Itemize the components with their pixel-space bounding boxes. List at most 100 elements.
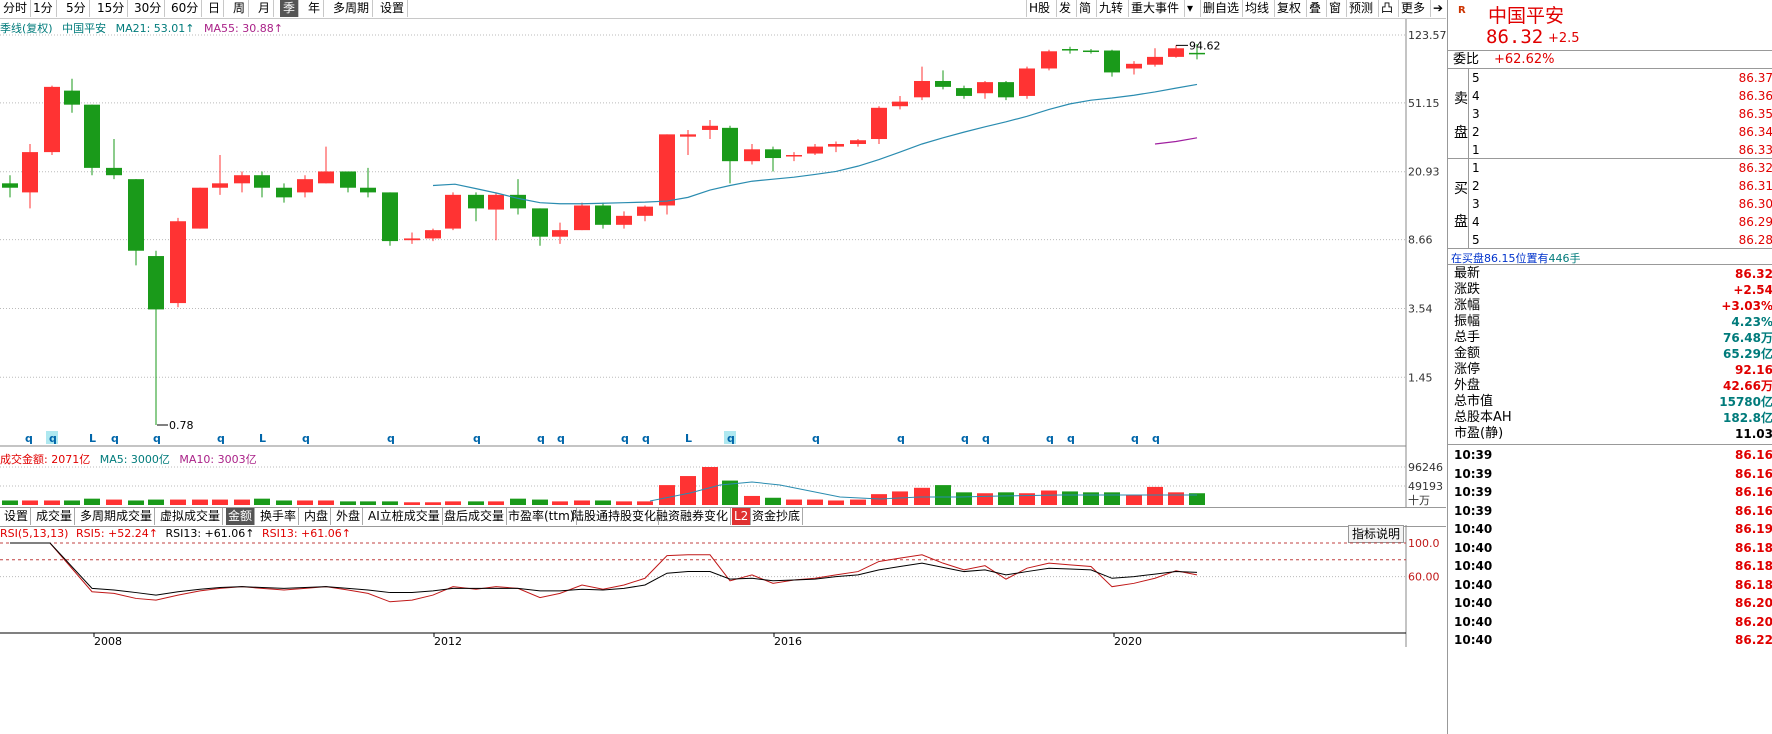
sell-price[interactable]: 86.37 <box>1738 71 1772 85</box>
volume-bar <box>702 467 718 505</box>
period-tab[interactable]: 60分 <box>168 0 203 17</box>
chart-tool-button[interactable]: 凸 <box>1378 0 1395 17</box>
tick-time: 10:39 <box>1454 448 1493 462</box>
weibi-value: +62.62% <box>1494 52 1555 67</box>
indicator-tab[interactable]: 设置 <box>2 508 32 525</box>
sell-level: 3 <box>1472 107 1480 121</box>
indicator-tab[interactable]: 外盘 <box>334 508 364 525</box>
chart-tool-button[interactable]: 窗 <box>1326 0 1343 17</box>
candle <box>382 192 398 246</box>
chart-tool-button[interactable]: 叠 <box>1306 0 1323 17</box>
period-tab[interactable]: 月 <box>255 0 275 17</box>
period-tab[interactable]: 日 <box>205 0 225 17</box>
period-tab[interactable]: 设置 <box>377 0 409 17</box>
sell-price[interactable]: 86.34 <box>1738 125 1772 139</box>
volume-bar <box>722 480 738 505</box>
buy-price[interactable]: 86.32 <box>1738 161 1772 175</box>
indicator-tab[interactable]: 陆股通持股变化 <box>570 508 660 525</box>
candle <box>488 192 504 241</box>
buy-price[interactable]: 86.29 <box>1738 215 1772 229</box>
period-tab[interactable]: 1分 <box>30 0 57 17</box>
tick-time: 10:40 <box>1454 633 1493 647</box>
price-tick-label: 51.15 <box>1408 97 1440 110</box>
buy-price[interactable]: 86.30 <box>1738 197 1772 211</box>
chart-tool-button[interactable]: 均线 <box>1242 0 1271 17</box>
sell-price[interactable]: 86.33 <box>1738 143 1772 157</box>
event-marker: q <box>897 432 905 445</box>
sell-label-2: 盘 <box>1454 125 1468 141</box>
tick-time: 10:39 <box>1454 466 1493 481</box>
sell-price[interactable]: 86.36 <box>1738 89 1772 103</box>
sell-level: 1 <box>1472 143 1480 157</box>
chart-tool-button[interactable]: 更多 <box>1398 0 1427 17</box>
volume-bar <box>22 500 38 505</box>
indicator-tab[interactable]: 换手率 <box>258 508 300 525</box>
indicator-tab[interactable]: 内盘 <box>302 508 332 525</box>
volume-bar <box>977 493 993 505</box>
chart-tool-button[interactable]: 简 <box>1076 0 1093 17</box>
volume-bar <box>850 499 866 505</box>
stock-change: +2.5 <box>1548 31 1580 46</box>
tick-time: 10:40 <box>1454 614 1493 629</box>
candle <box>1147 48 1163 67</box>
chart-tool-button[interactable]: H股 <box>1026 0 1052 17</box>
period-tab[interactable]: 年 <box>305 0 325 17</box>
sell-price[interactable]: 86.35 <box>1738 107 1772 121</box>
period-tab[interactable]: 周 <box>230 0 250 17</box>
chart-tool-button[interactable]: 预测 <box>1346 0 1375 17</box>
rsi-chart[interactable]: 100.0 60.00 2008 2012 2016 2020 <box>0 525 1446 647</box>
indicator-tab[interactable]: 资金抄底 <box>750 508 804 525</box>
order-notice-text: 在买盘86.15位置有 <box>1451 252 1549 265</box>
candle <box>276 183 292 203</box>
tick-price: 86.18 <box>1735 577 1772 592</box>
event-marker: q <box>1152 432 1160 445</box>
volume-bar <box>616 501 632 505</box>
indicator-tab[interactable]: AI立桩成交量 <box>366 508 443 525</box>
indicator-tab[interactable]: L2 <box>732 508 752 525</box>
chart-tool-button[interactable]: ➔ <box>1430 0 1445 17</box>
buy-price[interactable]: 86.28 <box>1738 233 1772 247</box>
indicator-tab[interactable]: 融资融券变化 <box>654 508 732 525</box>
rsi-legend: RSI(5,13,13) RSI5: +52.24↑ RSI13: +61.06… <box>0 527 351 540</box>
main-legend: 季线(复权) 中国平安 MA21: 53.01↑ MA55: 30.88↑ <box>0 20 283 36</box>
period-tab[interactable]: 15分 <box>94 0 129 17</box>
period-tab[interactable]: 5分 <box>63 0 90 17</box>
chart-tool-button[interactable]: 重大事件 <box>1128 0 1181 17</box>
chart-tool-button[interactable]: ▾ <box>1184 0 1195 17</box>
candle <box>22 143 38 209</box>
candle <box>1062 46 1078 54</box>
period-tab[interactable]: 多周期 <box>330 0 374 17</box>
tick-price: 86.22 <box>1735 633 1772 647</box>
candle <box>892 95 908 110</box>
chart-tool-button[interactable]: 发 <box>1056 0 1073 17</box>
stat-value: 4.23% <box>1731 315 1772 329</box>
tick-price: 86.16 <box>1735 466 1772 481</box>
indicator-tab[interactable]: 多周期成交量 <box>78 508 156 525</box>
period-tab[interactable]: 分时 <box>0 0 32 17</box>
candle <box>44 85 60 156</box>
candle <box>1189 43 1205 60</box>
chart-tool-button[interactable]: 复权 <box>1274 0 1303 17</box>
volume-ma5: MA5: 3000亿 <box>99 453 170 466</box>
volume-bar <box>914 487 930 505</box>
chart-tool-button[interactable]: 删自选 <box>1200 0 1241 17</box>
indicator-tab[interactable]: 市盈率(ttm) <box>506 508 578 525</box>
chart-tool-button[interactable]: 九转 <box>1096 0 1125 17</box>
indicator-tab[interactable]: 金额 <box>226 508 256 525</box>
volume-bar <box>234 499 250 505</box>
period-tab[interactable]: 30分 <box>131 0 166 17</box>
volume-bar <box>1147 486 1163 505</box>
period-tab[interactable]: 季 <box>280 0 300 17</box>
indicator-tab[interactable]: 成交量 <box>34 508 76 525</box>
event-marker: q <box>1131 432 1139 445</box>
indicator-tab[interactable]: 虚拟成交量 <box>158 508 224 525</box>
volume-bar <box>956 492 972 505</box>
buy-price[interactable]: 86.31 <box>1738 179 1772 193</box>
volume-bar <box>807 499 823 505</box>
volume-bar <box>128 500 144 505</box>
buy-level: 1 <box>1472 161 1480 175</box>
indicator-tab[interactable]: 盘后成交量 <box>442 508 508 525</box>
candle <box>318 146 334 184</box>
